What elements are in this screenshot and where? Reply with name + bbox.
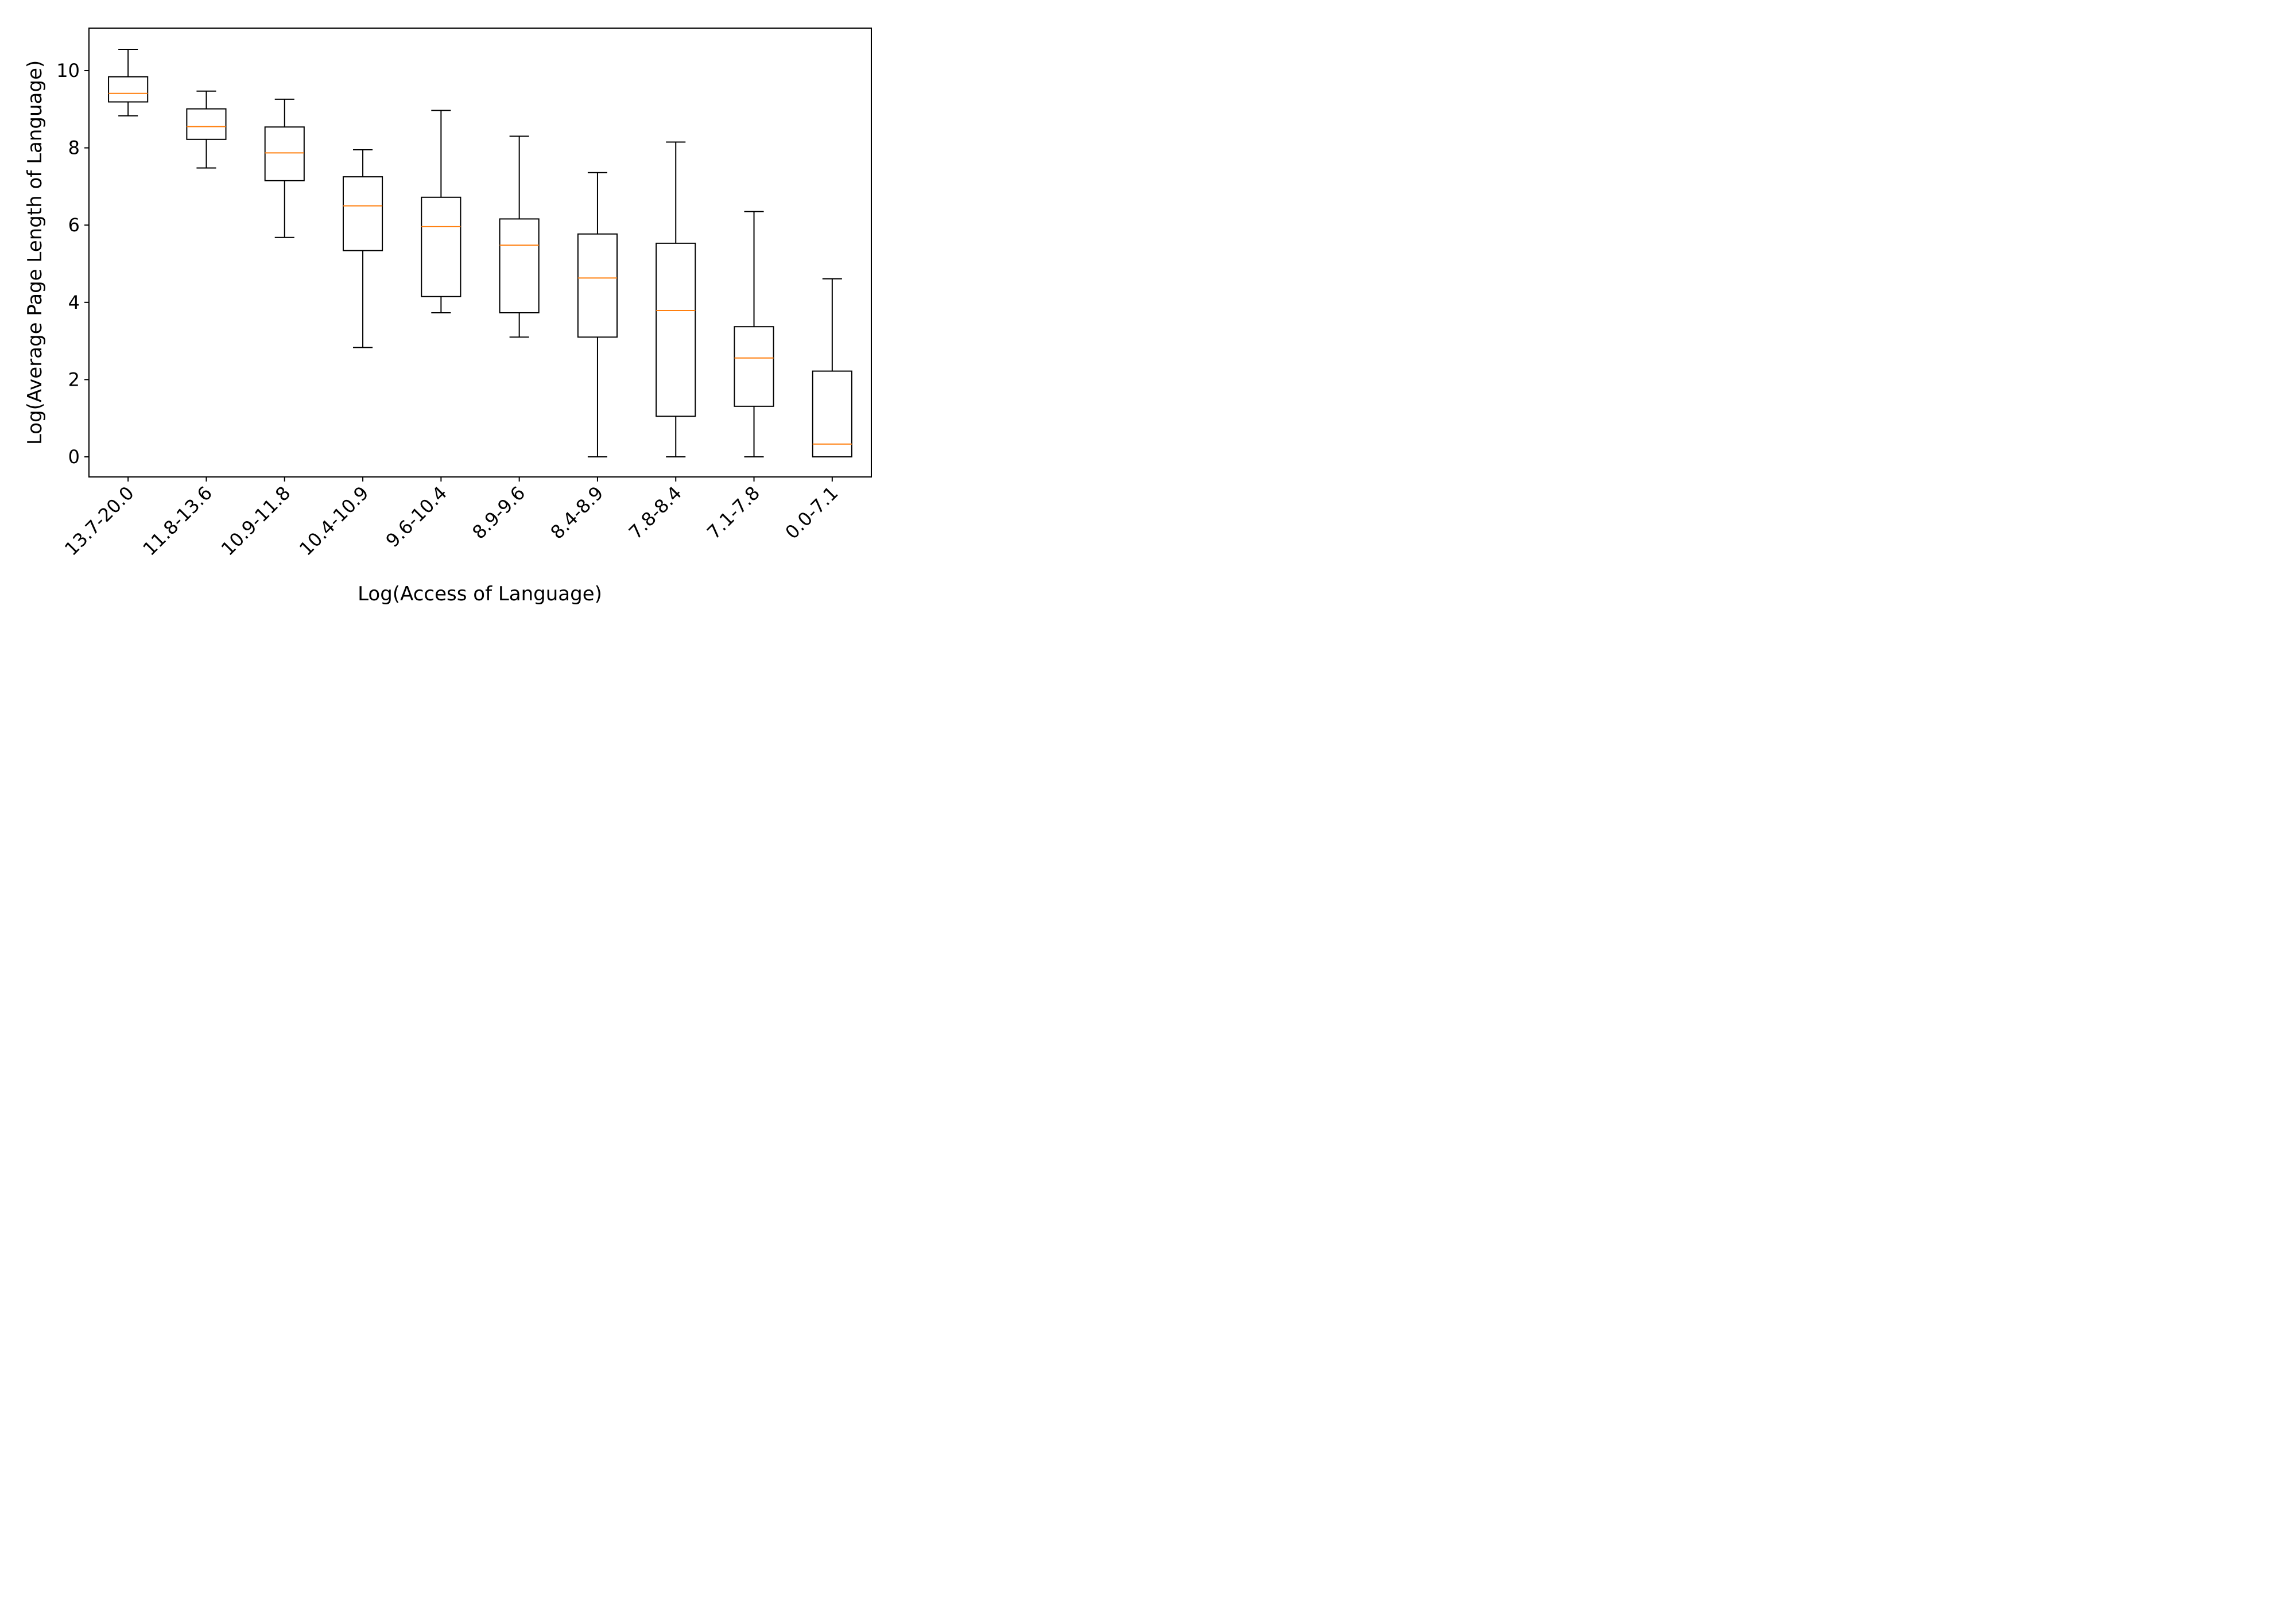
x-tick-label: 7.8-8.4 xyxy=(625,482,686,544)
box-group xyxy=(577,172,618,458)
y-tick-label: 4 xyxy=(68,292,80,313)
x-tick-label: 13.7-20.0 xyxy=(60,482,138,560)
y-axis-title: Log(Average Page Length of Language) xyxy=(24,60,46,445)
plot-layer xyxy=(108,49,852,458)
box xyxy=(264,126,305,181)
box xyxy=(734,326,774,407)
x-tick-label: 10.4-10.9 xyxy=(295,482,373,560)
x-tick-label: 11.8-13.6 xyxy=(138,482,216,560)
box-group xyxy=(421,110,461,313)
box-group xyxy=(499,135,540,338)
y-axis-ticks: 0 2 4 6 8 10 xyxy=(56,60,89,468)
box-group xyxy=(734,211,774,458)
box-plot-chart: 0 2 4 6 8 10 13.7-20.0 11.8-13.6 10.9-11.8 10.4-… xyxy=(24,28,872,605)
y-tick-label: 0 xyxy=(68,446,80,468)
x-axis-title: Log(Access of Language) xyxy=(358,583,602,605)
x-axis-ticks: 13.7-20.0 11.8-13.6 10.9-11.8 10.4-10.9 9.6-… xyxy=(60,477,843,560)
x-tick-label: 7.1-7.8 xyxy=(703,482,764,544)
box xyxy=(656,242,696,417)
box-group xyxy=(656,141,696,458)
y-tick-label: 8 xyxy=(68,137,80,159)
box xyxy=(342,176,383,251)
box xyxy=(186,108,227,140)
box xyxy=(108,76,149,103)
box-group xyxy=(342,149,383,348)
x-tick-label: 8.4-8.9 xyxy=(546,482,608,544)
x-tick-label: 0.0-7.1 xyxy=(781,482,843,544)
box-group xyxy=(264,98,305,238)
axes-frame xyxy=(88,28,872,478)
x-tick-label: 8.9-9.6 xyxy=(468,482,529,544)
box xyxy=(812,370,852,458)
x-tick-label: 9.6-10.4 xyxy=(382,482,451,552)
box-group xyxy=(812,278,852,458)
y-tick-label: 10 xyxy=(56,60,80,81)
y-tick-label: 6 xyxy=(68,214,80,236)
box xyxy=(577,233,618,338)
box-group xyxy=(186,90,227,169)
y-tick-label: 2 xyxy=(68,368,80,390)
x-tick-label: 10.9-11.8 xyxy=(217,482,295,560)
box-group xyxy=(108,49,149,117)
box xyxy=(499,218,540,313)
box xyxy=(421,196,461,297)
